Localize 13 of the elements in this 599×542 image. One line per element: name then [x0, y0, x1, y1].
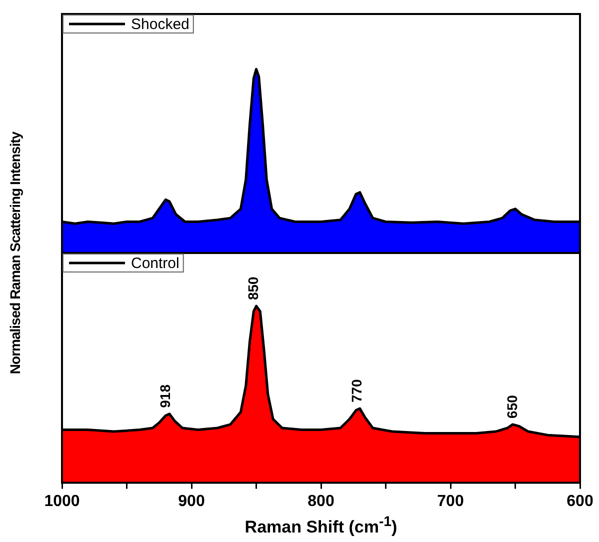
y-axis-title: Normalised Raman Scattering Intensity — [7, 131, 24, 374]
x-tick-label: 1000 — [44, 492, 80, 510]
x-tick-label: 600 — [566, 492, 594, 510]
annotation: 650 — [504, 394, 520, 418]
x-tick-label: 800 — [308, 492, 334, 510]
x-tick-label: 900 — [178, 492, 205, 510]
x-axis-title: Raman Shift (cm$^{-1}$) — [244, 514, 398, 538]
annotation: 850 — [245, 276, 262, 300]
annotation: 770 — [348, 378, 365, 403]
x-tick-label: 700 — [437, 492, 464, 510]
annotation: 918 — [157, 384, 174, 408]
legend-label: Control — [131, 255, 180, 272]
legend-label: Shocked — [131, 16, 190, 34]
